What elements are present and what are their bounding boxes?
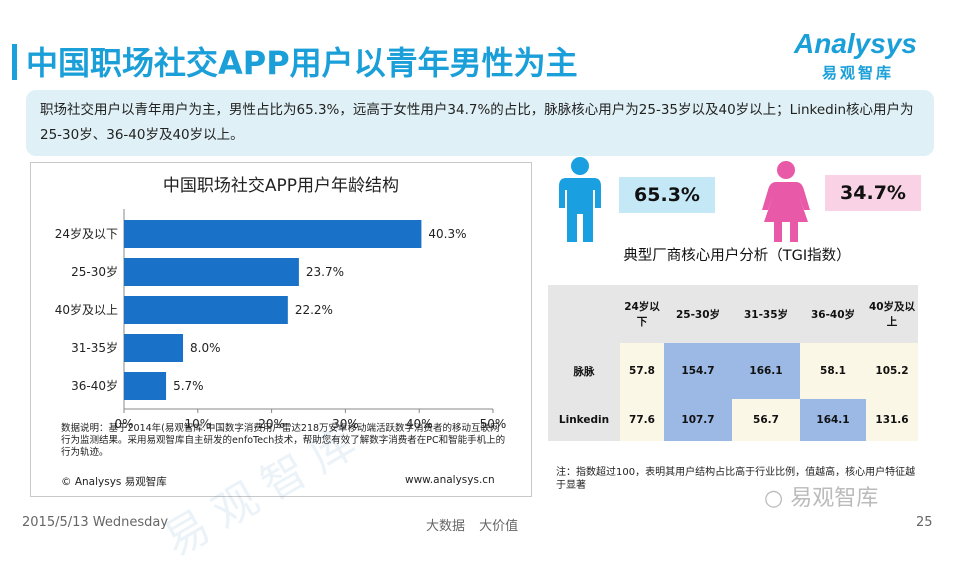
category-label: 24岁及以下	[55, 226, 118, 241]
tgi-cell: 105.2	[866, 343, 918, 399]
tgi-row-label: 脉脉	[548, 343, 620, 399]
title-accent-bar	[12, 44, 17, 80]
data-label: 8.0%	[190, 341, 221, 355]
x-tick-label: 20%	[258, 417, 285, 431]
age-chart-panel: 易观智库 0% 10% 20% 30% 40% 50% 24岁及以下 40.3% 25-30岁 2…	[30, 162, 532, 567]
wechat-label: 易观智库	[790, 486, 879, 511]
tgi-cell: 164.1	[800, 399, 866, 441]
tgi-header-cell: 24岁以下	[624, 301, 660, 328]
tgi-title: 典型厂商核心用户分析（TGI指数）	[623, 248, 851, 264]
tgi-cell: 154.7	[664, 343, 732, 399]
data-label: 22.2%	[295, 303, 333, 317]
tgi-cell: 77.6	[620, 399, 664, 441]
tgi-cell: 166.1	[732, 343, 800, 399]
tgi-cell: 131.6	[866, 399, 918, 441]
bar	[124, 220, 422, 248]
female-icon	[762, 161, 810, 242]
tgi-note: 注：指数超过100，表明其用户结构占比高于行业比例，值越高，核心用户特征越于显著	[556, 467, 916, 491]
tgi-header-row: 24岁以下 25-30岁 31-35岁 36-40岁 40岁及以上	[548, 285, 918, 343]
chart-copyright: © Analysys 易观智库	[61, 476, 167, 488]
analysys-logo: Analysys 易观智库	[790, 24, 940, 84]
bar	[124, 334, 184, 362]
page-number: 25	[916, 515, 933, 530]
wechat-icon: ○	[764, 486, 784, 511]
tgi-cell: 57.8	[620, 343, 664, 399]
tgi-row-label: Linkedin	[548, 399, 620, 441]
bar	[124, 258, 299, 286]
page-title: 中国职场社交APP用户以青年男性为主	[26, 44, 578, 82]
chart-source-url: www.analysys.cn	[405, 474, 495, 486]
category-label: 40岁及以上	[55, 302, 118, 317]
x-tick-label: 0%	[114, 417, 133, 431]
footer-date: 2015/5/13 Wednesday	[22, 515, 169, 530]
bar	[124, 372, 167, 400]
category-label: 25-30岁	[71, 264, 118, 279]
tgi-header-cell: 36-40岁	[810, 308, 856, 321]
chart-title: 中国职场社交APP用户年龄结构	[162, 176, 400, 196]
x-tick-label: 10%	[184, 417, 211, 431]
tgi-header-cell: 25-30岁	[675, 308, 721, 321]
tgi-cell: 56.7	[732, 399, 800, 441]
tgi-header-cell: 31-35岁	[743, 308, 789, 321]
wechat-watermark: ○ 易观智库	[764, 480, 878, 512]
tgi-cell: 58.1	[800, 343, 866, 399]
female-percentage: 34.7%	[825, 175, 921, 211]
logo-subtitle: 易观智库	[822, 64, 895, 82]
category-label: 36-40岁	[71, 378, 118, 393]
male-icon	[559, 157, 601, 242]
tgi-cell: 107.7	[664, 399, 732, 441]
tgi-row-maimai: 脉脉 57.8 154.7 166.1 58.1 105.2	[548, 343, 918, 399]
data-label: 5.7%	[173, 379, 204, 393]
category-label: 31-35岁	[71, 340, 118, 355]
tgi-row-linkedin: Linkedin 77.6 107.7 56.7 164.1 131.6	[548, 399, 918, 441]
tgi-header-cell: 40岁及以上	[868, 301, 916, 328]
data-label: 23.7%	[306, 265, 344, 279]
summary-text: 职场社交用户以青年用户为主，男性占比为65.3%，远高于女性用户34.7%的占比…	[40, 102, 914, 143]
logo-text: Analysys	[794, 28, 917, 59]
footer-slogan: 大数据 大价值	[426, 519, 519, 534]
summary-box: 职场社交用户以青年用户为主，男性占比为65.3%，远高于女性用户34.7%的占比…	[26, 90, 934, 156]
bar	[124, 296, 288, 324]
x-tick-label: 50%	[480, 417, 507, 431]
male-percentage: 65.3%	[619, 177, 715, 213]
chart-data-note: 数据说明：基于2014年(易观智库.中国数字消费用户雷达218万安卓移动端活跃数…	[61, 423, 506, 458]
data-label: 40.3%	[428, 227, 466, 241]
tgi-table: 24岁以下 25-30岁 31-35岁 36-40岁 40岁及以上 脉脉 57.…	[548, 285, 918, 441]
x-tick-label: 40%	[406, 417, 433, 431]
x-tick-label: 30%	[332, 417, 359, 431]
age-bar-chart: 0% 10% 20% 30% 40% 50% 24岁及以下 40.3% 25-30岁 23.7% 4…	[55, 209, 507, 431]
tgi-corner-cell	[548, 285, 620, 343]
